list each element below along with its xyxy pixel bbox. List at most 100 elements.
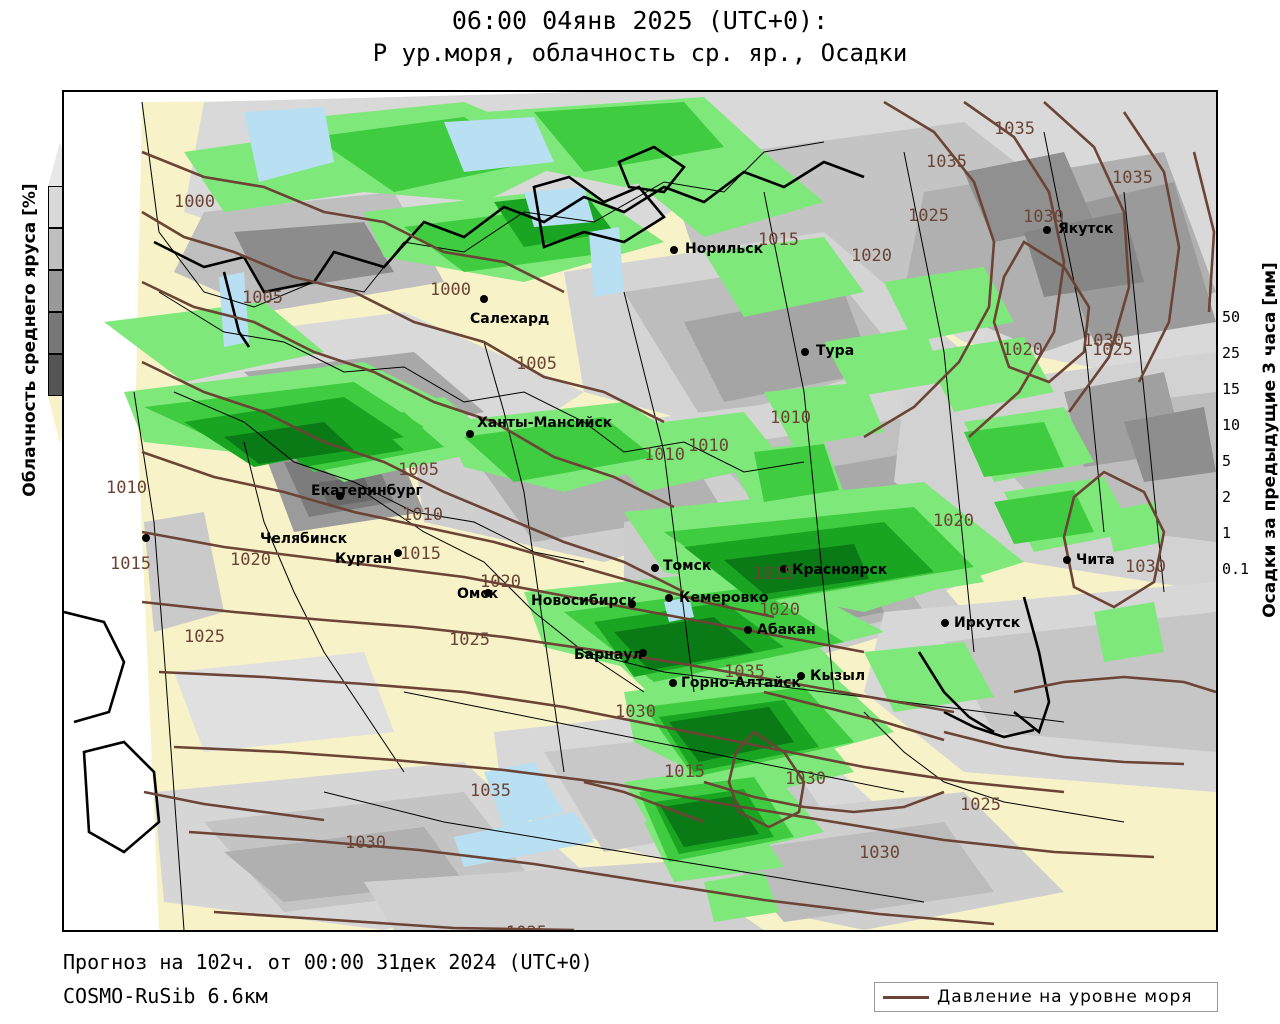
city-label: Кемеровко [679,590,769,606]
city-dot [480,295,488,303]
city-label: Горно-Алтайск [681,675,801,691]
administrative-borders [133,101,1165,930]
isobar-label: 1030 [859,843,900,863]
isobar-label: 1030 [1023,207,1064,227]
city-label: Барнаул [574,647,643,663]
isobar-label: 1020 [759,600,800,620]
city-dot [1043,226,1051,234]
map-legend: Давление на уровне моря [874,982,1218,1012]
city-label: Красноярск [792,562,888,578]
weather-map[interactable]: Якутск Норильск Салехард Тура Ханты-Мансийск… [62,90,1218,932]
precip-colorbar-tick: 2 [1222,488,1232,506]
isobar-label: 1005 [242,288,283,308]
coastline [64,145,1051,854]
city-label: Салехард [470,311,550,327]
city-dot [639,649,647,657]
city-dot [801,348,809,356]
city-label: Екатеринбург [311,483,423,499]
isobar-label: 1015 [110,554,151,574]
isobar-label: 1015 [758,230,799,250]
isobar-label: 1005 [516,354,557,374]
isobar-label: 1020 [230,550,271,570]
city-label: Иркутск [954,615,1021,631]
isobar-label: 1035 [994,119,1035,139]
pressure-line-swatch [883,995,929,999]
city-dot [336,492,344,500]
page-title: 06:00 04янв 2025 (UTC+0): P ур.моря, обл… [0,4,1280,70]
isobar-label: 1035 [470,781,511,801]
isobar-label: 1035 [724,662,765,682]
isobar-label: 1010 [644,445,685,465]
isobar-label: 1015 [664,762,705,782]
city-dot [665,594,673,602]
isobar-label: 1020 [1002,340,1043,360]
isobar-label: 1010 [688,436,729,456]
model-info-line: COSMO-RuSib 6.6км [63,984,268,1008]
isobar-label: 1020 [480,572,521,592]
title-line-fields: P ур.моря, облачность ср. яр., Осадки [372,39,908,67]
precip-colorbar-ticks: 50 25 15 10 5 2 1 0.1 [1222,276,1266,578]
isobar-label: 1015 [753,564,794,584]
isobar-label: 1025 [1092,340,1133,360]
city-dot [669,679,677,687]
isobar-label: 1030 [1125,557,1166,577]
city-dot [744,626,752,634]
precip-colorbar-tick: 25 [1222,344,1241,362]
city-label: Абакан [757,622,816,638]
isobar-label: 1025 [449,630,490,650]
legend-pressure-label: Давление на уровне моря [937,987,1193,1007]
precip-colorbar-tick: 5 [1222,452,1232,470]
city-dot [1063,556,1071,564]
city-dot [484,589,492,597]
isobar-label: 1010 [106,478,147,498]
isobar-label: 1000 [174,192,215,212]
city-label: Омск [457,586,499,602]
city-label: Чита [1076,552,1115,568]
isobar-label: 1025 [908,206,949,226]
model-name-text: COSMO-RuSib 6.6км [63,984,268,1008]
isobar-label: 1005 [398,460,439,480]
precip-colorbar-tick: 50 [1222,308,1241,326]
city-dot [651,564,659,572]
city-label: Челябинск [260,531,348,547]
isobar-label: 1030 [1083,331,1124,351]
city-label: Курган [335,551,393,567]
forecast-info-line: Прогноз на 102ч. от 00:00 31дек 2024 (UT… [63,950,593,974]
isobar-label: 1025 [960,795,1001,815]
cloud-colorbar-title: Облачность среднего яруса [%] [20,183,40,497]
isobar-label: 1030 [615,702,656,722]
city-label: Тура [816,343,855,359]
city-label: Якутск [1058,221,1114,237]
title-line-datetime: 06:00 04янв 2025 (UTC+0): [451,6,829,35]
city-dot [142,534,150,542]
city-dot [466,430,474,438]
precip-colorbar-tick: 15 [1222,380,1241,398]
isobar-label: 1010 [770,408,811,428]
water-bodies [219,107,694,867]
isobar-label: 1025 [184,627,225,647]
city-label: Ханты-Мансийск [477,415,613,431]
city-dot [797,672,805,680]
isobar-label: 1035 [1112,168,1153,188]
precip-colorbar-tick: 10 [1222,416,1241,434]
city-dot [941,619,949,627]
isobar-label: 1020 [851,246,892,266]
isobar-label: 1025 [506,923,547,930]
isobar-label: 1030 [785,769,826,789]
isobar-label: 1015 [400,544,441,564]
city-dot [670,246,678,254]
precip-colorbar-tick: 1 [1222,524,1232,542]
city-label: Томск [663,558,712,574]
city-label: Норильск [685,241,764,257]
city-label: Новосибирск [531,593,637,609]
isobar-label: 1030 [345,833,386,853]
map-canvas [64,92,1216,930]
city-dot [394,549,402,557]
isobar-label: 1010 [402,505,443,525]
city-dot [780,565,788,573]
precip-colorbar-tick: 0.1 [1222,560,1250,578]
city-dot [628,600,636,608]
isobar-label: 1035 [926,152,967,172]
isobar-label: 1020 [933,511,974,531]
isobar-label: 1000 [430,280,471,300]
